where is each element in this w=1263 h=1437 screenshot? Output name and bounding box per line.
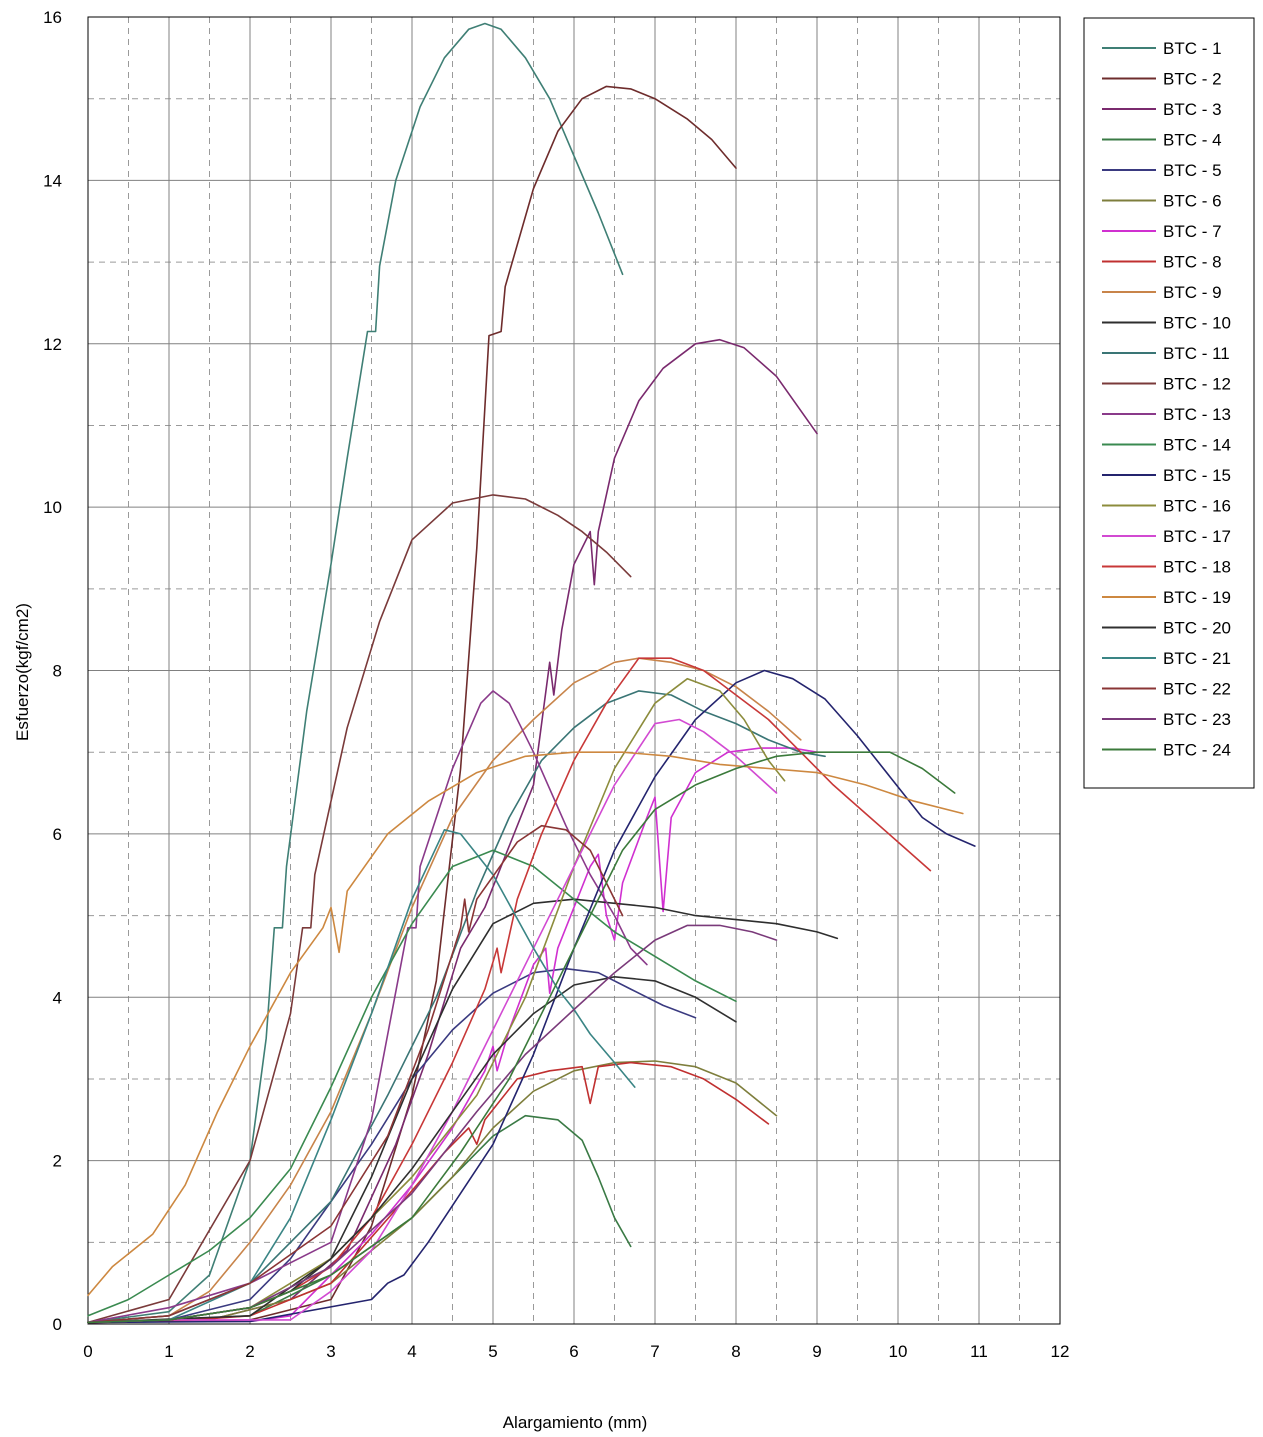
legend-entry-label: BTC - 22 <box>1163 680 1231 699</box>
y-tick-label: 0 <box>53 1315 62 1334</box>
series-line-btc-24 <box>87 751 956 1324</box>
series-line-btc-15 <box>87 669 976 1324</box>
series-line-btc-9 <box>87 657 802 1324</box>
y-axis-ticks: 0 2 4 6 8 10 12 14 16 <box>43 8 62 1334</box>
legend-entry-label: BTC - 2 <box>1163 70 1222 89</box>
legend-entry-label: BTC - 11 <box>1163 344 1230 363</box>
y-tick-label: 16 <box>43 8 62 27</box>
legend-entry-label: BTC - 14 <box>1163 436 1231 455</box>
series-line-btc-14 <box>87 849 737 1317</box>
x-axis-title: Alargamiento (mm) <box>503 1413 648 1432</box>
legend-entry-label: BTC - 10 <box>1163 314 1231 333</box>
legend-box <box>1083 17 1255 789</box>
series-line-btc-13 <box>87 690 648 1324</box>
series-line-btc-19 <box>87 751 964 1297</box>
y-tick-label: 14 <box>43 171 62 190</box>
series-line-btc-17 <box>87 718 778 1324</box>
legend-entry-label: BTC - 18 <box>1163 558 1231 577</box>
legend-entry-label: BTC - 4 <box>1163 131 1222 150</box>
series-line-btc-3 <box>87 338 818 1324</box>
legend-entry-label: BTC - 21 <box>1163 649 1231 668</box>
series-lines <box>87 22 976 1324</box>
series-line-btc-11 <box>87 690 826 1324</box>
series-line-btc-22 <box>87 824 624 1324</box>
legend-entry-label: BTC - 6 <box>1163 192 1222 211</box>
legend-entry-label: BTC - 19 <box>1163 588 1231 607</box>
series-line-btc-1 <box>87 22 624 1324</box>
y-axis-title: Esfuerzo(kgf/cm2) <box>13 603 32 741</box>
x-tick-label: 10 <box>889 1342 908 1361</box>
legend-entry-label: BTC - 1 <box>1163 39 1222 58</box>
series-line-btc-8 <box>87 1061 770 1324</box>
x-tick-label: 6 <box>569 1342 578 1361</box>
x-tick-label: 5 <box>488 1342 497 1361</box>
y-tick-label: 8 <box>53 662 62 681</box>
x-tick-label: 0 <box>83 1342 92 1361</box>
x-tick-label: 1 <box>164 1342 173 1361</box>
legend-entry-label: BTC - 23 <box>1163 710 1231 729</box>
x-axis-ticks: 0 1 2 3 4 5 6 7 8 9 10 11 12 <box>83 1342 1069 1361</box>
y-tick-label: 4 <box>53 988 62 1007</box>
legend-entry-label: BTC - 8 <box>1163 253 1222 272</box>
x-tick-label: 2 <box>245 1342 254 1361</box>
major-grid <box>87 16 1061 1325</box>
series-line-btc-5 <box>87 967 697 1324</box>
x-tick-label: 11 <box>970 1342 988 1361</box>
x-tick-label: 7 <box>650 1342 659 1361</box>
legend: BTC - 1 BTC - 2 BTC - 3 BTC - 4 BTC - 5 BTC -… <box>1083 17 1255 789</box>
series-line-btc-23 <box>87 924 778 1324</box>
legend-entry-label: BTC - 13 <box>1163 405 1231 424</box>
series-line-btc-12 <box>87 494 632 1324</box>
legend-entry-label: BTC - 3 <box>1163 100 1222 119</box>
legend-entry-label: BTC - 17 <box>1163 527 1231 546</box>
plot-area-frame <box>87 16 1061 1325</box>
x-tick-label: 9 <box>812 1342 821 1361</box>
series-line-btc-10 <box>87 898 839 1324</box>
legend-entry-label: BTC - 7 <box>1163 222 1222 241</box>
series-line-btc-7 <box>87 747 818 1324</box>
x-tick-label: 12 <box>1051 1342 1070 1361</box>
x-tick-label: 8 <box>731 1342 740 1361</box>
y-tick-label: 2 <box>53 1152 62 1171</box>
legend-entry-label: BTC - 16 <box>1163 497 1231 516</box>
series-line-btc-16 <box>87 677 786 1324</box>
y-tick-label: 10 <box>43 498 62 517</box>
legend-entry-label: BTC - 20 <box>1163 619 1231 638</box>
legend-entry-label: BTC - 12 <box>1163 375 1231 394</box>
y-tick-label: 6 <box>53 825 62 844</box>
x-tick-label: 4 <box>407 1342 416 1361</box>
series-line-btc-21 <box>87 829 636 1324</box>
legend-entry-label: BTC - 9 <box>1163 283 1222 302</box>
x-tick-label: 3 <box>326 1342 335 1361</box>
legend-entry-label: BTC - 5 <box>1163 161 1222 180</box>
y-tick-label: 12 <box>43 335 62 354</box>
legend-entry-label: BTC - 15 <box>1163 466 1231 485</box>
legend-entry-label: BTC - 24 <box>1163 741 1231 760</box>
